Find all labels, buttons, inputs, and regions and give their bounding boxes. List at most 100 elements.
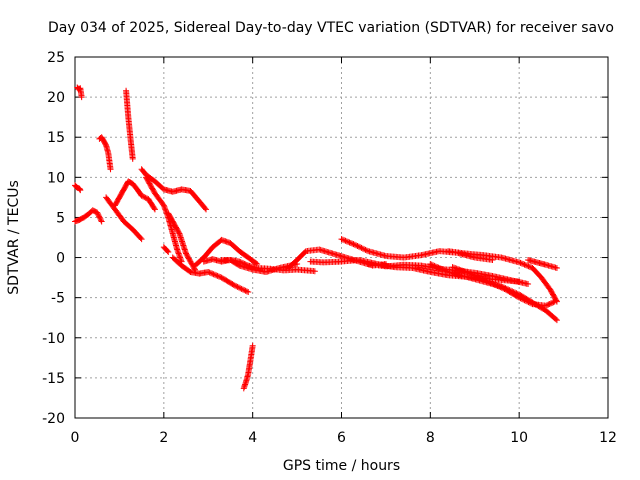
data-point xyxy=(215,273,222,280)
data-point xyxy=(245,289,252,296)
series-arc-5 xyxy=(103,194,145,243)
data-point xyxy=(357,244,364,251)
data-point xyxy=(517,295,524,302)
data-point xyxy=(138,192,145,199)
data-point xyxy=(472,273,479,280)
data-point xyxy=(478,275,485,282)
data-point xyxy=(361,246,368,253)
data-point xyxy=(350,241,357,248)
data-point xyxy=(239,286,246,293)
series-arc-3 xyxy=(72,207,105,225)
data-point xyxy=(358,244,365,251)
data-point xyxy=(97,215,104,222)
data-point xyxy=(544,302,551,309)
data-point xyxy=(96,213,103,220)
data-point xyxy=(98,218,105,225)
data-point xyxy=(243,262,250,269)
data-point xyxy=(342,237,349,244)
data-point xyxy=(235,284,242,291)
data-point xyxy=(526,299,533,306)
data-point xyxy=(237,285,244,292)
data-point xyxy=(553,317,560,324)
data-point xyxy=(438,265,445,272)
data-point xyxy=(94,210,101,217)
data-point xyxy=(520,261,527,268)
data-point xyxy=(241,287,248,294)
data-point xyxy=(501,286,508,293)
series-arc-21 xyxy=(445,248,560,305)
y-axis-title: SDTVAR / TECUs xyxy=(6,180,22,295)
x-tick-label: 2 xyxy=(159,430,168,446)
x-tick-label: 10 xyxy=(510,430,528,446)
data-point xyxy=(209,270,216,277)
data-point xyxy=(241,260,248,267)
data-point xyxy=(430,262,437,269)
data-point xyxy=(345,238,352,245)
data-point xyxy=(355,243,362,250)
data-point xyxy=(521,261,528,268)
data-point xyxy=(142,194,149,201)
data-point xyxy=(338,236,345,243)
data-point xyxy=(234,283,241,290)
x-tick-label: 12 xyxy=(599,430,617,446)
series-arc-22 xyxy=(427,260,560,324)
data-point xyxy=(526,263,533,270)
data-point xyxy=(434,264,441,271)
x-tick-label: 4 xyxy=(248,430,257,446)
y-tick-label: 10 xyxy=(47,170,65,186)
y-tick-label: -10 xyxy=(42,331,65,347)
data-point xyxy=(489,280,496,287)
data-point xyxy=(518,260,525,267)
chart-title: Day 034 of 2025, Sidereal Day-to-day VTE… xyxy=(48,20,614,36)
data-point xyxy=(238,285,245,292)
data-point xyxy=(432,263,439,270)
data-point xyxy=(546,300,553,307)
data-point xyxy=(242,287,249,294)
data-point xyxy=(516,294,523,301)
data-point xyxy=(441,267,447,274)
data-point xyxy=(139,193,146,200)
data-point xyxy=(217,274,224,281)
series-arc-8 xyxy=(138,166,210,213)
data-point xyxy=(436,265,443,272)
data-point xyxy=(95,212,102,219)
data-point xyxy=(486,279,493,286)
data-point xyxy=(443,268,450,275)
data-point xyxy=(497,284,504,291)
data-point xyxy=(346,239,353,246)
data-point xyxy=(471,272,478,279)
data-point xyxy=(467,270,474,277)
data-point xyxy=(311,268,318,275)
data-point xyxy=(210,271,217,278)
data-point xyxy=(498,284,505,291)
data-point xyxy=(151,205,158,212)
data-point xyxy=(237,259,244,266)
series-arc-24 xyxy=(525,256,560,271)
data-point xyxy=(77,187,84,194)
data-point xyxy=(202,205,209,212)
plot-frame xyxy=(74,56,609,419)
data-point xyxy=(521,297,528,304)
x-tick-label: 0 xyxy=(71,430,80,446)
data-point xyxy=(516,259,523,266)
data-point xyxy=(550,299,557,306)
data-point xyxy=(363,247,370,254)
data-point xyxy=(159,201,166,208)
data-point xyxy=(205,268,212,275)
y-tick-label: -15 xyxy=(42,371,65,387)
data-point xyxy=(547,300,554,307)
data-point xyxy=(339,236,346,243)
series-arc-4 xyxy=(96,134,114,173)
data-point xyxy=(165,248,172,255)
data-point xyxy=(525,299,532,306)
x-tick-label: 6 xyxy=(337,430,346,446)
data-point xyxy=(347,240,354,247)
data-point xyxy=(494,282,501,289)
data-point xyxy=(525,281,532,288)
data-point xyxy=(129,155,136,162)
data-point xyxy=(517,259,524,266)
data-point xyxy=(551,298,558,305)
series-arc-7 xyxy=(111,178,158,213)
data-point xyxy=(231,282,238,289)
